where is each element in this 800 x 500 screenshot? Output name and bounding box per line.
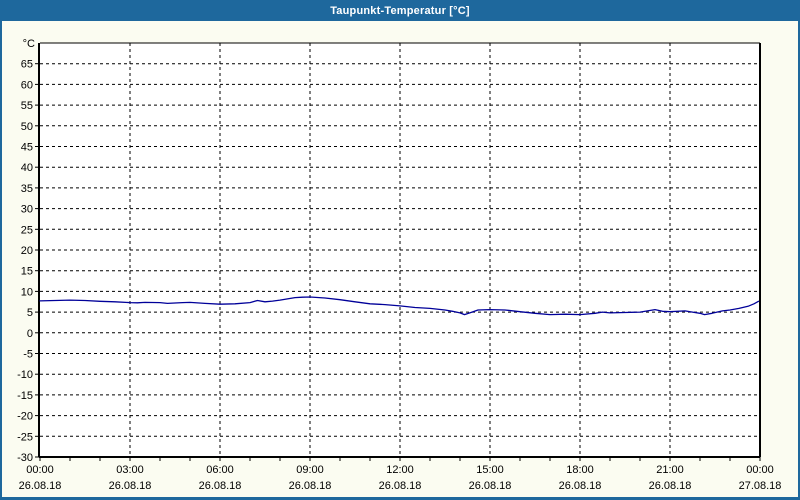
axis-tick-label: 35 (21, 183, 33, 195)
axis-tick-label: 0 (27, 328, 33, 340)
axis-tick-label: -25 (17, 431, 33, 443)
axis-tick-label: 25 (21, 224, 33, 236)
axis-tick-label: 26.08.18 (289, 480, 332, 492)
axis-tick-label: -10 (17, 369, 33, 381)
axis-tick-label: 55 (21, 100, 33, 112)
axis-tick-label: 30 (21, 204, 33, 216)
axis-tick-label: 40 (21, 162, 33, 174)
axis-tick-label: 00:00 (746, 464, 774, 476)
axis-tick-label: -5 (23, 349, 33, 361)
axis-tick-label: 15 (21, 266, 33, 278)
axis-tick-label: 26.08.18 (109, 480, 152, 492)
axis-tick-label: 50 (21, 121, 33, 133)
page-title: Taupunkt-Temperatur [°C] (330, 4, 470, 17)
axis-tick-label: 15:00 (476, 464, 504, 476)
axis-tick-label: 09:00 (296, 464, 324, 476)
axis-ticks (35, 63, 761, 461)
title-bar[interactable]: Taupunkt-Temperatur [°C] (0, 0, 800, 21)
axis-tick-label: 26.08.18 (559, 480, 602, 492)
gridlines (40, 43, 760, 457)
x-axis-labels: 00:00 26.08.18 03:00 26.08.18 06:00 26.08.18 0… (19, 464, 782, 492)
axis-tick-label: 26.08.18 (199, 480, 242, 492)
axis-tick-label: 27.08.18 (739, 480, 782, 492)
axis-tick-label: 21:00 (656, 464, 684, 476)
window-border-right (798, 21, 800, 500)
axis-tick-label: 20 (21, 245, 33, 257)
series-line (39, 296, 760, 316)
axis-tick-label: 26.08.18 (19, 480, 62, 492)
axis-tick-label: 45 (21, 142, 33, 154)
axis-tick-label: 10 (21, 286, 33, 298)
window-border-bottom (0, 497, 800, 500)
y-axis-unit-label: °C (23, 38, 35, 50)
axis-tick-label: 12:00 (386, 464, 414, 476)
axis-tick-label: 26.08.18 (469, 480, 512, 492)
axis-tick-label: 00:00 (26, 464, 54, 476)
axis-tick-label: 03:00 (116, 464, 144, 476)
axis-tick-label: 65 (21, 59, 33, 71)
axis-tick-label: 18:00 (566, 464, 594, 476)
window-border-left (0, 21, 2, 500)
axis-tick-label: 26.08.18 (649, 480, 692, 492)
axis-tick-label: 06:00 (206, 464, 234, 476)
axis-tick-label: -15 (17, 390, 33, 402)
axis-tick-label: -20 (17, 411, 33, 423)
y-axis-labels: -30 -25 -20 -15 -10 -5 0 5 10 15 20 25 30 35 40 45 50 55 6… (17, 59, 33, 464)
axis-tick-label: -30 (17, 452, 33, 464)
axis-tick-label: 26.08.18 (379, 480, 422, 492)
axis-tick-label: 60 (21, 79, 33, 91)
axis-tick-label: °C (23, 38, 35, 50)
axis-tick-label: 5 (27, 307, 33, 319)
